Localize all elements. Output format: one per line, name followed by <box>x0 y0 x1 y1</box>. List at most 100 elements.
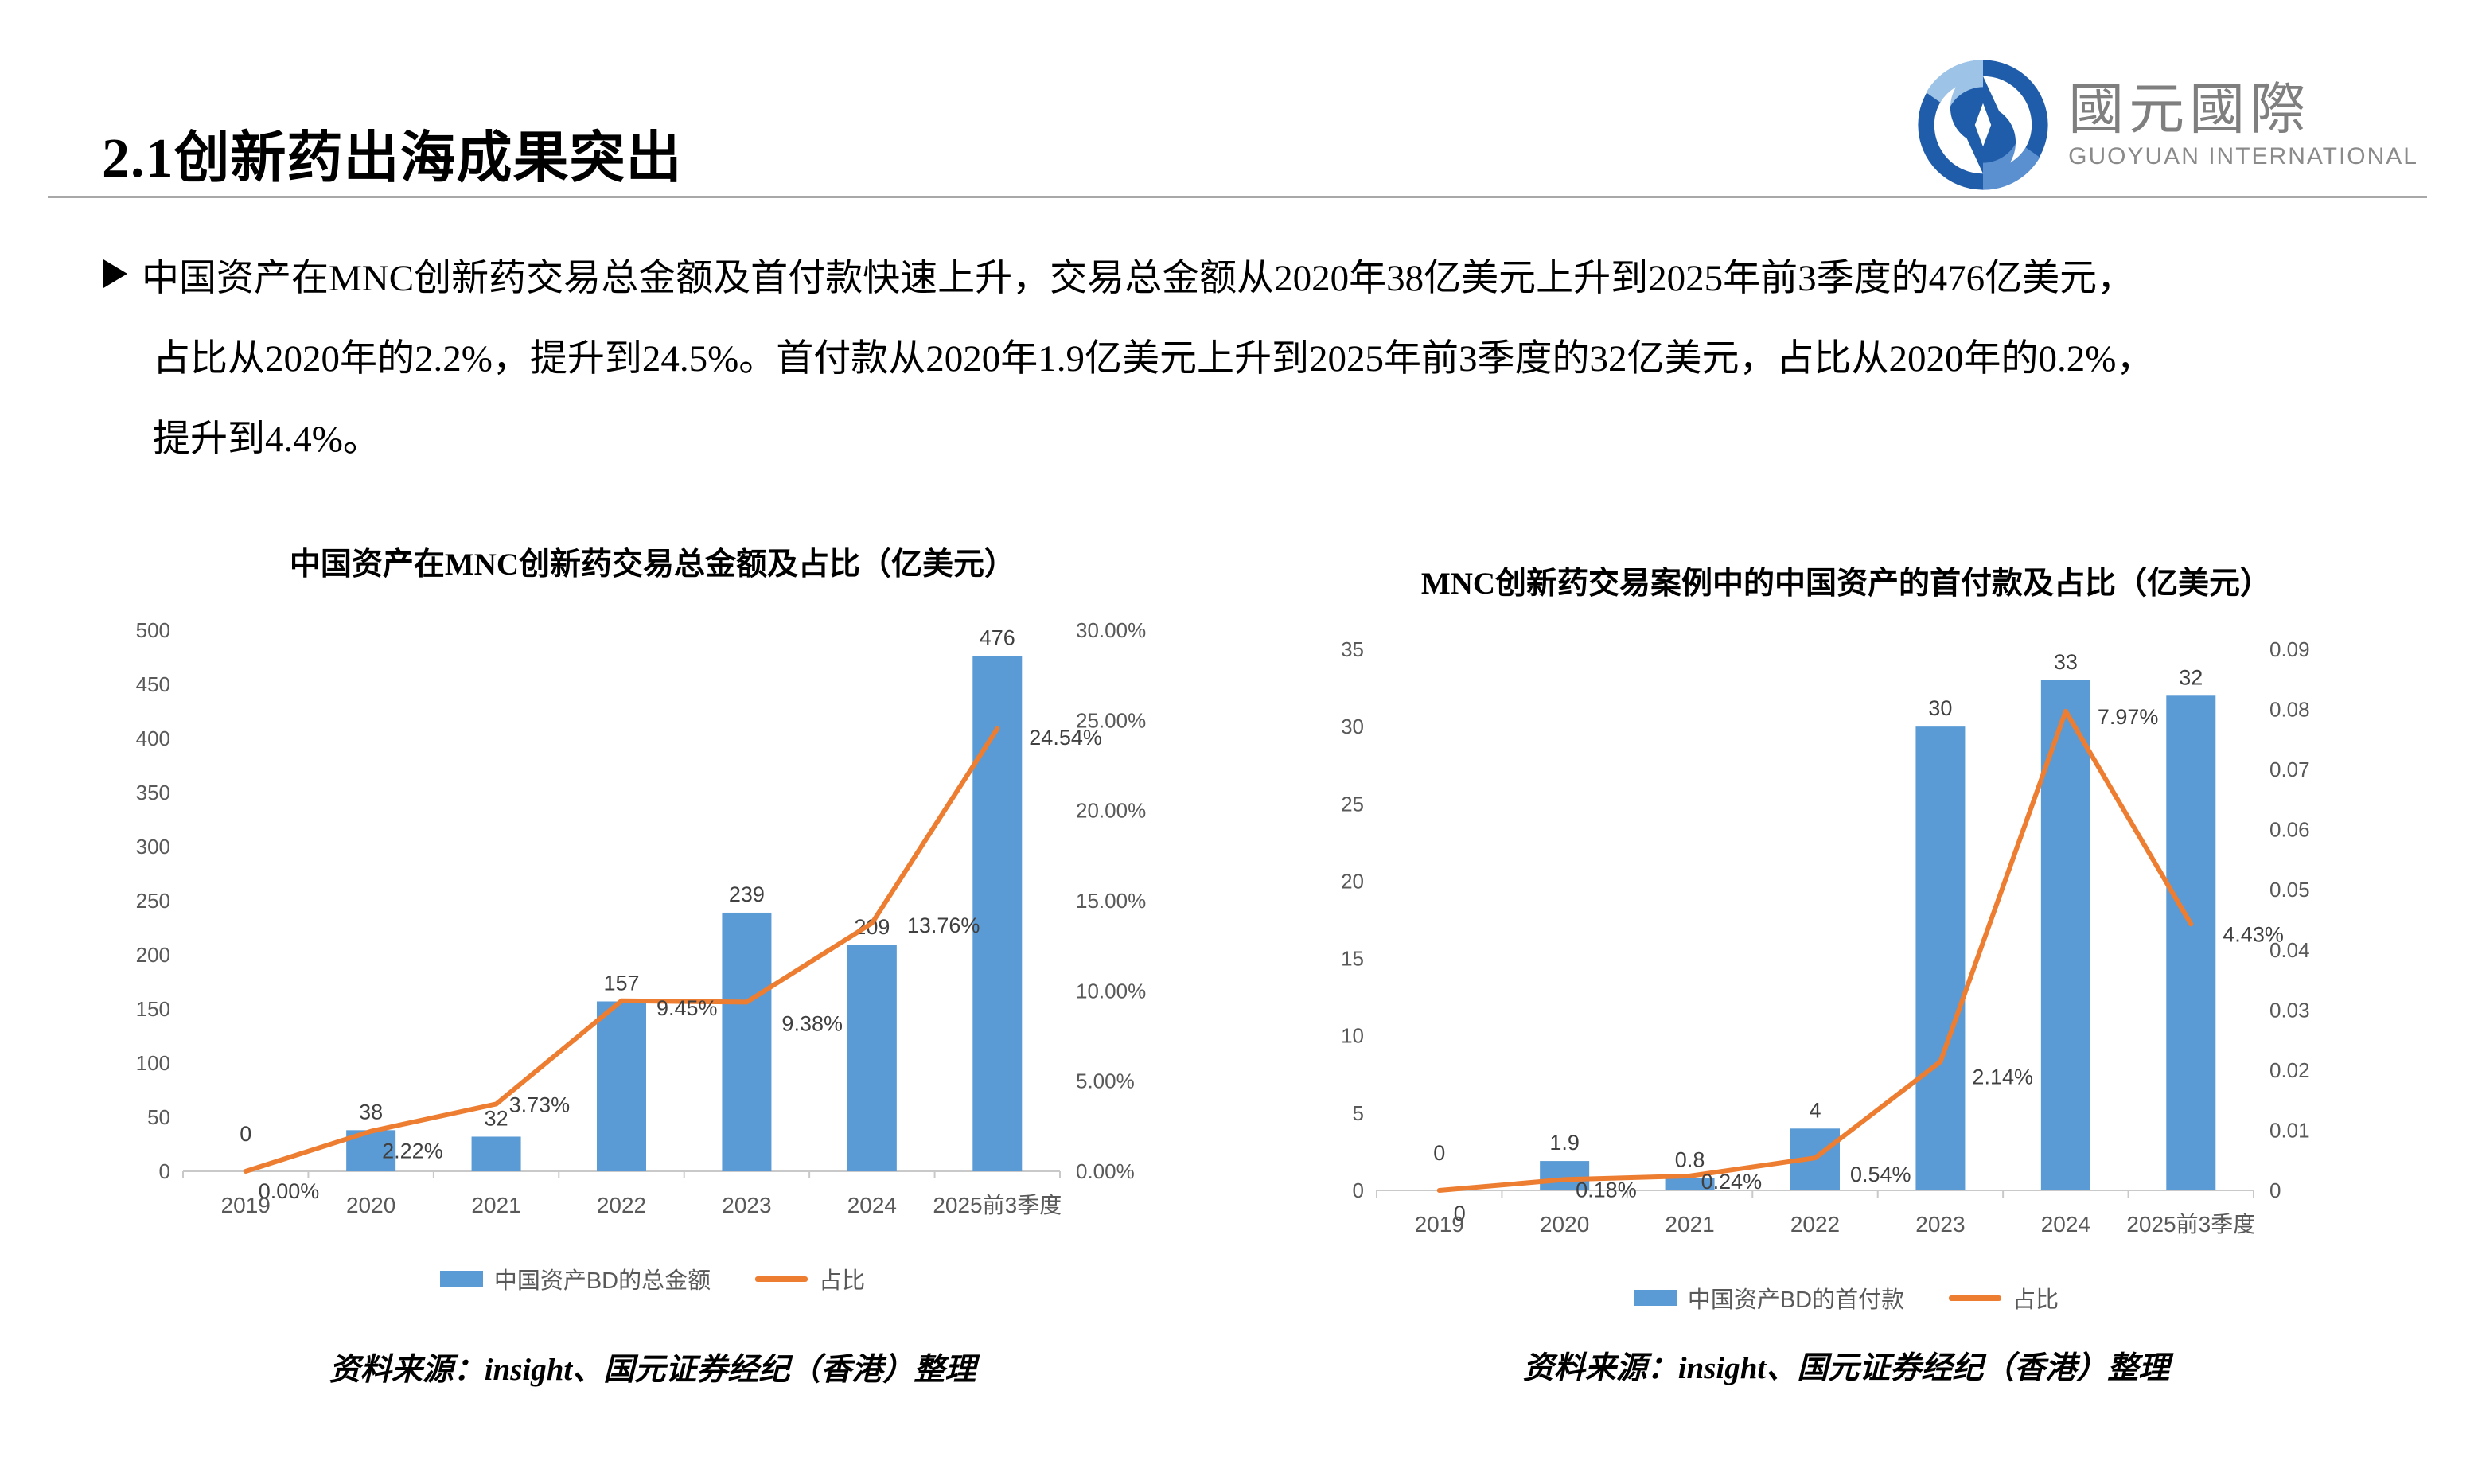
line-value-label: 0.00% <box>259 1179 320 1203</box>
line-value-label: 13.76% <box>907 913 980 937</box>
line-value-label: 0.54% <box>1850 1163 1911 1186</box>
bar-value-label: 32 <box>2179 665 2203 689</box>
legend-line-label: 占比 <box>2012 1287 2059 1313</box>
legend-item-line: 占比 <box>1949 1281 2059 1315</box>
right-axis-tick-label: 30.00% <box>1076 618 1146 642</box>
right-axis-tick-label: 0.08 <box>2269 698 2310 722</box>
category-label: 2021 <box>1665 1212 1714 1237</box>
right-axis-tick-label: 0.03 <box>2269 998 2310 1022</box>
bar <box>597 1001 646 1171</box>
left-axis-tick-label: 30 <box>1341 715 1364 738</box>
category-label: 2019 <box>1415 1212 1464 1237</box>
left-axis-tick-label: 450 <box>136 672 170 696</box>
chart-title-right: MNC创新药交易案例中的中国资产的首付款及占比（亿美元） <box>1420 567 2272 601</box>
category-label: 2025前3季度 <box>933 1193 1062 1217</box>
left-axis-tick-label: 20 <box>1341 869 1364 893</box>
legend-bar-label: 中国资产BD的首付款 <box>1687 1287 1905 1313</box>
bar-value-label: 0 <box>240 1122 251 1146</box>
line-swatch-icon <box>755 1276 808 1282</box>
right-axis-tick-label: 10.00% <box>1076 979 1146 1003</box>
bar <box>722 912 772 1171</box>
bullet-line-3: 提升到4.4%。 <box>153 419 380 460</box>
bar-value-label: 239 <box>729 882 765 906</box>
guoyuan-logo-icon <box>1918 60 2048 190</box>
bar-value-label: 1.9 <box>1549 1131 1580 1155</box>
right-axis-tick-label: 0.01 <box>2269 1118 2310 1142</box>
legend-left: 中国资产BD的总金额 占比 <box>111 1262 1194 1295</box>
left-axis-tick-label: 500 <box>136 618 170 642</box>
line-value-label: 2.22% <box>382 1139 443 1163</box>
bar-swatch-icon <box>1633 1290 1677 1306</box>
left-axis-tick-label: 200 <box>136 943 170 967</box>
line-value-label: 4.43% <box>2223 922 2284 946</box>
right-axis-tick-label: 5.00% <box>1076 1069 1135 1093</box>
bar <box>1540 1161 1590 1190</box>
left-axis-tick-label: 150 <box>136 997 170 1021</box>
source-note-left: 资料来源：insight、国元证券经纪（香港）整理 <box>329 1353 976 1387</box>
legend-right: 中国资产BD的首付款 占比 <box>1305 1281 2387 1315</box>
bullet-arrow-icon <box>103 259 127 288</box>
line-value-label: 9.38% <box>781 1011 843 1035</box>
line-value-label: 7.97% <box>2098 705 2159 729</box>
category-label: 2020 <box>1540 1212 1589 1237</box>
category-label: 2021 <box>471 1193 520 1217</box>
line-value-label: 24.54% <box>1029 726 1102 750</box>
ratio-line <box>1436 708 2194 1193</box>
category-label: 2024 <box>2041 1212 2090 1237</box>
bar-value-label: 30 <box>1928 696 1952 720</box>
source-note-right: 资料来源：insight、国元证券经纪（香港）整理 <box>1522 1351 2170 1385</box>
category-label: 2025前3季度 <box>2126 1212 2255 1237</box>
logo-name-en: GUOYUAN INTERNATIONAL <box>2068 143 2418 169</box>
right-axis-tick-label: 0.09 <box>2269 637 2310 661</box>
right-axis-tick-label: 25.00% <box>1076 708 1146 732</box>
bar <box>1665 1178 1715 1190</box>
category-label: 2023 <box>722 1193 771 1217</box>
legend-bar-label: 中国资产BD的总金额 <box>493 1268 711 1294</box>
ratio-line <box>243 726 1000 1174</box>
chart-upfront-payment: MNC创新药交易案例中的中国资产的首付款及占比（亿美元） 0 5 10 15 20 25 3… <box>1305 532 2387 1388</box>
left-axis-tick-label: 100 <box>136 1051 170 1075</box>
line-value-label: 9.45% <box>656 996 718 1020</box>
bar <box>1915 726 1966 1190</box>
line-swatch-icon <box>1949 1295 2002 1301</box>
page-title: 2.1创新药出海成果突出 <box>102 128 683 189</box>
title-divider <box>48 196 2427 198</box>
bullet-paragraph: 中国资产在MNC创新药交易总金额及首付款快速上升，交易总金额从2020年38亿美… <box>103 239 2395 480</box>
legend-item-line: 占比 <box>755 1262 865 1295</box>
legend-item-bar: 中国资产BD的总金额 <box>439 1262 711 1295</box>
bar-value-label: 476 <box>980 626 1015 650</box>
left-axis-tick-label: 50 <box>147 1105 170 1129</box>
bar-value-label: 4 <box>1809 1098 1821 1122</box>
logo-text: 國元國際 GUOYUAN INTERNATIONAL <box>2068 81 2418 169</box>
bar <box>2040 680 2090 1190</box>
right-axis-tick-label: 0.06 <box>2269 818 2310 842</box>
line-value-label: 0.18% <box>1576 1178 1637 1202</box>
left-axis-tick-label: 10 <box>1341 1024 1364 1048</box>
category-label: 2024 <box>847 1193 897 1217</box>
bullet-line-1: 中国资产在MNC创新药交易总金额及首付款快速上升，交易总金额从2020年38亿美… <box>142 258 2135 299</box>
left-axis-tick-label: 300 <box>136 835 170 859</box>
line-value-label: 3.73% <box>509 1093 571 1116</box>
right-axis-tick-label: 0.00% <box>1076 1159 1135 1183</box>
left-axis-tick-label: 0 <box>1353 1178 1364 1202</box>
bar-value-label: 32 <box>485 1106 508 1130</box>
legend-item-bar: 中国资产BD的首付款 <box>1633 1281 1905 1315</box>
bar-value-label: 0 <box>1433 1141 1445 1165</box>
bar-value-label: 38 <box>359 1100 383 1124</box>
line-value-label: 0.24% <box>1701 1170 1763 1194</box>
right-axis-tick-label: 20.00% <box>1076 799 1146 823</box>
bar-value-label: 209 <box>854 915 890 939</box>
bar <box>2166 695 2216 1190</box>
company-logo: 國元國際 GUOYUAN INTERNATIONAL <box>1915 57 2418 193</box>
right-axis-tick-label: 0 <box>2269 1178 2281 1202</box>
category-label: 2023 <box>1915 1212 1965 1237</box>
combo-chart-right: 0 5 10 15 20 25 30 35 0 0.01 0.02 0.03 0.04 0.05 0.06 0… <box>1341 637 2310 1237</box>
right-axis-tick-label: 0.02 <box>2269 1058 2310 1082</box>
left-axis-tick-label: 5 <box>1353 1101 1364 1125</box>
legend-line-label: 占比 <box>819 1268 866 1294</box>
right-axis-tick-label: 0.07 <box>2269 758 2310 781</box>
category-label: 2022 <box>597 1193 646 1217</box>
category-label: 2019 <box>221 1193 271 1217</box>
bar-value-label: 157 <box>603 971 639 995</box>
